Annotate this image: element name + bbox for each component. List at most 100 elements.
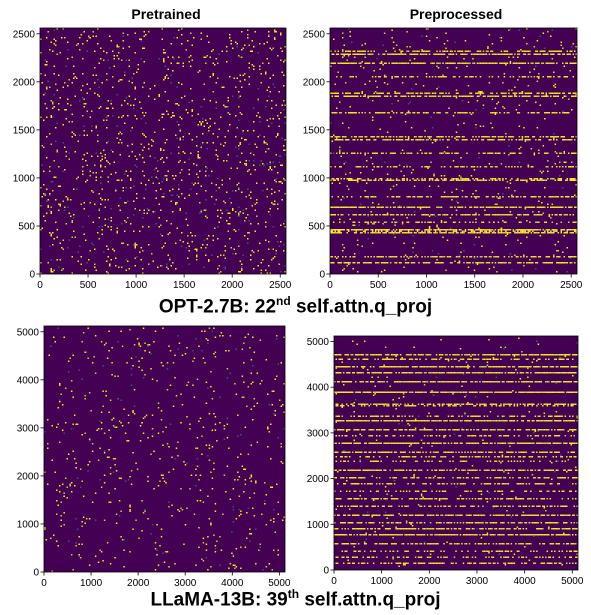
heatmap-cell [446, 146, 449, 148]
heatmap-cell [365, 139, 368, 141]
heatmap-cell [110, 217, 112, 219]
heatmap-cell [575, 232, 577, 234]
heatmap-cell [447, 360, 450, 362]
heatmap-cell [119, 197, 121, 199]
heatmap-cell [460, 112, 462, 114]
heatmap-cell [379, 68, 381, 70]
heatmap-cell [352, 62, 354, 64]
heatmap-cell [524, 229, 527, 231]
heatmap-cell [345, 480, 348, 482]
heatmap-cell [75, 467, 77, 469]
heatmap-cell [518, 337, 520, 339]
heatmap-cell [406, 112, 408, 114]
heatmap-cell [282, 519, 284, 521]
heatmap-cell [281, 71, 283, 73]
heatmap-cell [217, 178, 219, 180]
heatmap-cell [124, 230, 126, 232]
heatmap-cell [214, 548, 217, 550]
heatmap-cell [180, 422, 182, 424]
heatmap-cell [259, 164, 261, 166]
heatmap-cell [187, 40, 189, 42]
heatmap-cell [205, 166, 207, 168]
heatmap-cell [427, 256, 429, 258]
heatmap-cell [434, 95, 437, 97]
heatmap-cell [209, 118, 211, 120]
heatmap-cell [475, 178, 477, 180]
heatmap-cell [404, 262, 407, 264]
heatmap-cell [565, 196, 567, 198]
heatmap-cell [43, 215, 45, 217]
heatmap-cell [371, 100, 374, 102]
heatmap-cell [359, 65, 362, 67]
heatmap-cell [349, 50, 351, 52]
heatmap-cell [575, 46, 577, 48]
heatmap-cell [338, 136, 341, 138]
heatmap-cell [364, 94, 366, 96]
heatmap-cell [433, 221, 435, 223]
heatmap-cell [367, 53, 369, 55]
heatmap-cell [358, 224, 360, 226]
heatmap-cell [116, 94, 118, 96]
heatmap-cell [529, 71, 531, 73]
heatmap-cell [386, 206, 389, 208]
heatmap-cell [214, 429, 217, 431]
heatmap-cell [458, 229, 461, 231]
heatmap-cell [268, 265, 270, 267]
heatmap-cell [379, 62, 381, 64]
heatmap-cell [515, 496, 517, 498]
heatmap-cell [421, 232, 423, 234]
heatmap-cell [410, 256, 413, 258]
heatmap-cell [178, 56, 180, 58]
heatmap-cell [150, 453, 152, 455]
heatmap-cell [207, 339, 209, 341]
heatmap-cell [210, 522, 212, 524]
heatmap-cell [176, 137, 178, 139]
heatmap-cell [434, 76, 437, 78]
heatmap-cell [257, 88, 259, 90]
heatmap-cell [54, 341, 56, 343]
heatmap-cell [143, 209, 145, 211]
heatmap-cell [62, 28, 64, 30]
heatmap-cell [424, 178, 426, 180]
heatmap-cell [44, 64, 46, 66]
heatmap-cell [499, 232, 501, 234]
heatmap-cell [413, 474, 415, 476]
heatmap-cell [389, 232, 392, 234]
heatmap-cell [409, 53, 411, 55]
heatmap-cell [500, 214, 503, 216]
heatmap-cell [169, 423, 172, 425]
heatmap-cell [373, 256, 375, 258]
heatmap-cell [208, 459, 211, 461]
heatmap-cell [562, 112, 564, 114]
heatmap-cell [244, 44, 246, 46]
heatmap-cell [430, 152, 432, 154]
heatmap-cell [494, 179, 497, 181]
heatmap-cell [484, 166, 486, 168]
heatmap-cell [427, 92, 429, 94]
heatmap-cell [520, 62, 522, 64]
heatmap-cell [425, 166, 428, 168]
heatmap-cell [140, 247, 142, 249]
heatmap-cell [389, 214, 392, 216]
heatmap-cell [262, 569, 265, 571]
heatmap-cell [553, 139, 555, 141]
heatmap-cell [267, 428, 269, 430]
heatmap-cell [110, 40, 112, 42]
heatmap-cell [446, 50, 449, 52]
heatmap-cell [409, 101, 411, 103]
heatmap-cell [160, 209, 162, 211]
heatmap-cell [274, 29, 276, 31]
heatmap-cell [451, 179, 453, 181]
heatmap-cell [410, 372, 412, 374]
y-tick-label: 5000 [17, 327, 40, 338]
heatmap-cell [213, 468, 215, 470]
heatmap-cell [371, 242, 374, 244]
heatmap-cell [97, 428, 100, 430]
heatmap-cell [476, 166, 479, 168]
heatmap-cell [78, 543, 80, 545]
heatmap-cell [43, 184, 45, 186]
heatmap-cell [43, 119, 45, 121]
heatmap-cell [551, 214, 554, 216]
heatmap-cell [388, 179, 390, 181]
